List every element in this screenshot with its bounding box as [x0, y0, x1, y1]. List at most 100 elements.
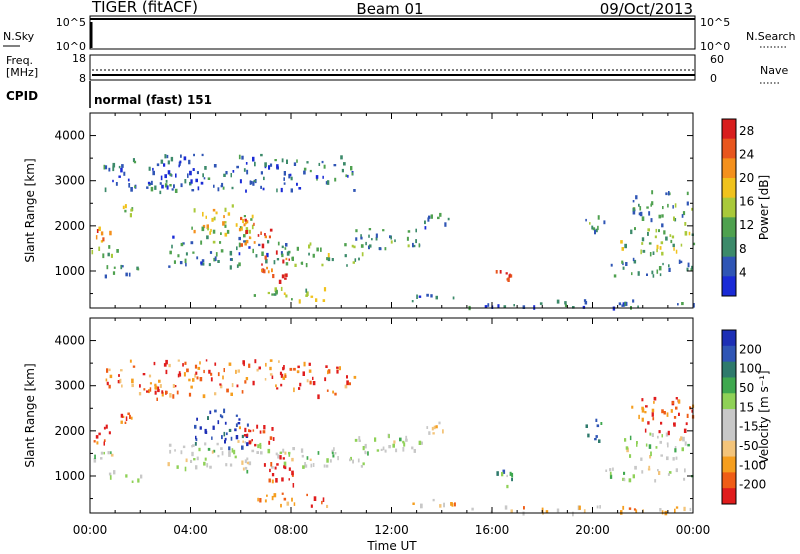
velocity-echo-cell	[556, 508, 560, 513]
velocity-echo-cell	[376, 449, 380, 452]
velocity-echo-cell	[195, 435, 197, 440]
power-echo-cell	[285, 243, 288, 247]
power-echo-cell	[484, 305, 488, 308]
velocity-echo-cell	[426, 426, 429, 429]
velocity-echo-cell	[235, 414, 238, 417]
power-echo-cell	[197, 186, 200, 191]
velocity-echo-cell	[282, 457, 285, 460]
velocity-echo-cell	[191, 445, 193, 448]
power-echo-cell	[223, 173, 226, 177]
power-echo-cell	[160, 159, 164, 164]
power-echo-cell	[290, 176, 293, 181]
power-echo-cell	[224, 207, 227, 212]
velocity-echo-cell	[108, 368, 111, 372]
x-tick-label: 00:00	[73, 523, 108, 537]
velocity-echo-cell	[663, 411, 666, 415]
power-echo-cell	[185, 262, 187, 267]
velocity-echo-cell	[221, 451, 224, 456]
power-echo-cell	[244, 242, 247, 246]
velocity-echo-cell	[179, 373, 182, 377]
velocity-echo-cell	[293, 387, 295, 393]
velocity-echo-cell	[267, 448, 271, 454]
velocity-echo-cell	[107, 451, 110, 455]
power-echo-cell	[148, 166, 151, 171]
power-echo-cell	[656, 244, 659, 249]
power-echo-cell	[572, 306, 575, 309]
power-echo-cell	[641, 216, 645, 221]
velocity-echo-region	[238, 424, 275, 447]
power-echo-cell	[253, 222, 255, 226]
power-echo-cell	[513, 304, 515, 307]
power-echo-cell	[418, 243, 421, 248]
power-echo-cell	[375, 233, 378, 238]
velocity-echo-cell	[609, 474, 613, 479]
power-echo-cell	[289, 173, 292, 177]
power-echo-cell	[325, 181, 328, 185]
nsearch-tick-bottom: 10^0	[700, 40, 730, 53]
power-echo-cell	[264, 233, 266, 236]
velocity-echo-cell	[256, 451, 259, 454]
power-echo-cell	[347, 174, 349, 178]
velocity-echo-cell	[659, 508, 662, 512]
velocity-echo-cell	[131, 383, 134, 388]
power-echo-cell	[658, 214, 662, 219]
power-echo-cell	[253, 179, 256, 183]
power-echo-cell	[238, 228, 242, 232]
velocity-echo-cell	[182, 363, 184, 367]
velocity-echo-cell	[502, 469, 506, 474]
velocity-echo-cell	[651, 433, 654, 437]
power-echo-region	[632, 190, 693, 228]
velocity-y-tick-label: 2000	[54, 424, 85, 438]
velocity-echo-cell	[188, 392, 192, 397]
velocity-echo-cell	[106, 381, 109, 386]
power-colorbar-segment	[722, 119, 736, 140]
power-echo-region	[104, 264, 140, 279]
power-echo-cell	[192, 251, 195, 254]
velocity-echo-cell	[103, 426, 106, 430]
velocity-echo-cell	[196, 417, 198, 421]
power-echo-cell	[522, 305, 526, 309]
power-echo-cell	[318, 162, 321, 166]
power-echo-cell	[675, 249, 678, 254]
velocity-echo-cell	[310, 504, 313, 508]
power-echo-cell	[634, 227, 636, 231]
velocity-echo-cell	[257, 444, 260, 449]
velocity-colorbar-segment	[722, 472, 736, 489]
power-echo-cell	[150, 186, 154, 192]
power-echo-cell	[264, 162, 267, 167]
power-echo-cell	[258, 243, 261, 247]
velocity-echo-cell	[228, 428, 232, 432]
velocity-echo-cell	[623, 471, 626, 475]
power-echo-cell	[195, 178, 198, 183]
velocity-echo-cell	[443, 502, 445, 508]
velocity-echo-cell	[195, 465, 198, 470]
velocity-echo-cell	[331, 451, 334, 455]
velocity-echo-cell	[203, 461, 206, 466]
velocity-echo-cell	[364, 450, 366, 454]
velocity-colorbar-segment	[722, 456, 736, 473]
velocity-echo-cell	[306, 379, 309, 383]
velocity-echo-cell	[256, 368, 259, 372]
power-echo-cell	[263, 269, 266, 274]
power-echo-cell	[326, 180, 330, 185]
power-echo-cell	[394, 239, 396, 243]
power-echo-cell	[594, 229, 596, 235]
power-y-tick-label: 1000	[54, 264, 85, 278]
power-echo-cell	[684, 231, 688, 236]
velocity-echo-cell	[262, 430, 266, 434]
power-echo-cell	[109, 230, 112, 236]
power-echo-cell	[166, 185, 169, 190]
power-echo-cell	[271, 293, 274, 296]
power-echo-cell	[301, 261, 304, 265]
velocity-echo-cell	[666, 412, 669, 417]
velocity-echo-cell	[180, 450, 183, 455]
velocity-echo-cell	[246, 433, 249, 437]
power-echo-cell	[681, 302, 684, 306]
power-colorbar-tick: 16	[739, 195, 754, 209]
velocity-echo-cell	[657, 435, 659, 439]
power-echo-cell	[260, 185, 262, 189]
power-colorbar-title: Power [dB]	[757, 175, 771, 240]
velocity-echo-cell	[195, 438, 198, 442]
velocity-echo-cell	[327, 370, 329, 375]
